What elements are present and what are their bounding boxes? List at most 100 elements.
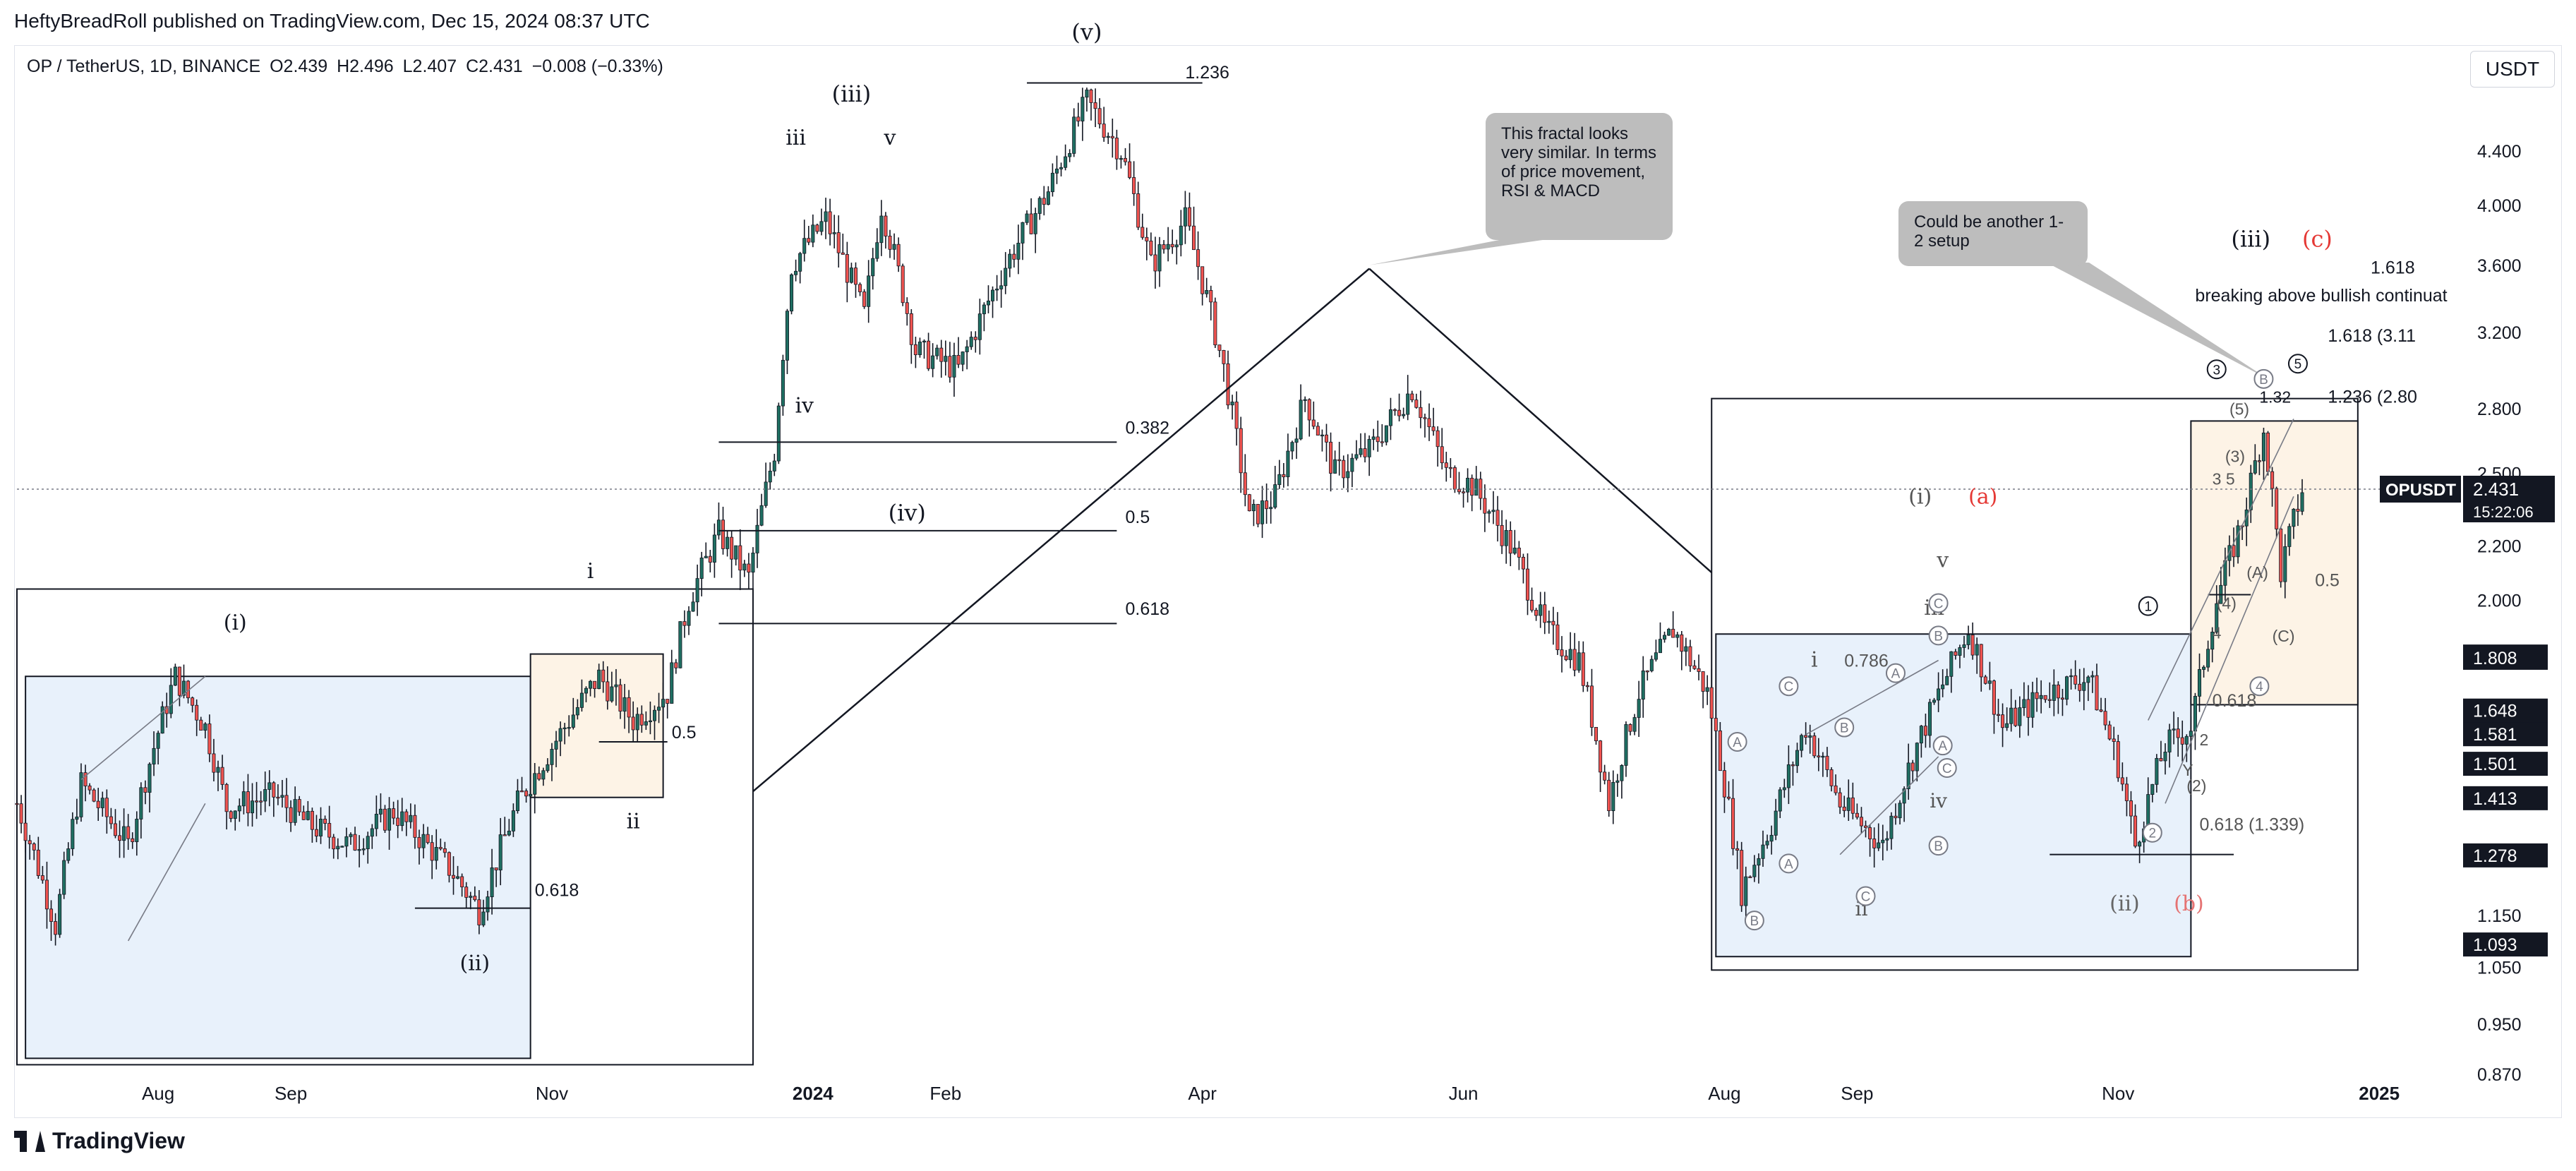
circled-5: 5: [2294, 357, 2302, 372]
candle-up: [1757, 858, 1761, 866]
label-wave_i_p: (i): [224, 611, 247, 635]
candle-up: [1962, 644, 1966, 648]
candle-up: [2064, 676, 2069, 700]
candle-up: [764, 481, 768, 506]
candle-up: [999, 285, 1004, 289]
candle-down: [1954, 651, 1958, 656]
candle-up: [2082, 682, 2086, 691]
candle-up: [62, 860, 66, 895]
circled-b-2-ring: [1834, 717, 1855, 738]
candle-down: [1599, 740, 1603, 773]
candle-down: [1200, 266, 1205, 294]
candle-down: [1042, 198, 1046, 205]
candle-down: [1170, 244, 1174, 248]
candle-up: [2022, 699, 2026, 709]
publish-header: HeftyBreadRoll published on TradingView.…: [14, 10, 650, 32]
candle-up: [387, 808, 392, 831]
candle-up: [2292, 508, 2296, 527]
candle-down: [284, 795, 289, 808]
candle-down: [1427, 418, 1431, 428]
candle-down: [2056, 684, 2060, 699]
candle-down: [92, 789, 96, 802]
candle-down: [1226, 363, 1230, 406]
candle-up: [1637, 699, 1641, 718]
x-tick-label: 2024: [793, 1083, 833, 1104]
candle-up: [1367, 439, 1371, 457]
circled-b-3: B: [1934, 629, 1943, 644]
candle-up: [1987, 680, 1992, 684]
candle-down: [276, 796, 280, 799]
candle-down: [2257, 460, 2261, 462]
candle-down: [1191, 225, 1196, 251]
candle-down: [1012, 253, 1016, 260]
candle-down: [1316, 426, 1320, 436]
candle-up: [1474, 479, 1479, 496]
candle-up: [1406, 393, 1410, 415]
candle-up: [755, 524, 759, 553]
candle-up: [1937, 688, 1941, 701]
candle-up: [486, 896, 490, 913]
candle-down: [143, 787, 148, 793]
candle-up: [977, 313, 982, 340]
candle-down: [88, 786, 92, 791]
candle-up: [1881, 839, 1885, 843]
candle-down: [54, 921, 58, 935]
candle-up: [1166, 244, 1170, 250]
candle-up: [781, 359, 785, 407]
footer-brand: TradingView: [52, 1128, 185, 1153]
candle-up: [1205, 290, 1209, 294]
candle-up: [1269, 507, 1273, 510]
candle-down: [28, 840, 32, 844]
candle-down: [1688, 646, 1692, 666]
candle-down: [314, 829, 318, 836]
candle-down: [862, 292, 867, 307]
candle-up: [1230, 402, 1234, 406]
label-r_iii_c_b: (c): [2302, 226, 2333, 253]
candle-up: [374, 813, 378, 829]
candle-down: [332, 836, 336, 850]
candle-down: [396, 817, 400, 827]
label-r_3: (3): [2225, 447, 2245, 465]
label-r_n2: 2: [2199, 731, 2208, 749]
candle-down: [1337, 459, 1342, 462]
drawings: [17, 82, 2452, 942]
candle-up: [1072, 116, 1076, 154]
label-r_0786: 0.786: [1844, 651, 1889, 671]
candle-up: [995, 288, 999, 291]
candle-up: [1919, 726, 1923, 744]
circled-b-2: B: [1840, 721, 1849, 736]
candle-up: [1402, 414, 1406, 416]
candle-up: [2223, 560, 2227, 586]
candle-up: [879, 215, 884, 244]
candle-down: [593, 680, 597, 690]
candle-up: [567, 727, 571, 729]
circled-c-1: C: [1784, 680, 1794, 695]
candle-down: [1431, 426, 1436, 431]
candle-down: [1410, 393, 1414, 401]
price-badge-label: 1.278: [2473, 846, 2517, 866]
candle-down: [451, 875, 456, 879]
candle-down: [1628, 724, 1632, 732]
candle-up: [1945, 675, 1949, 685]
circled-c-4: C: [1942, 762, 1952, 776]
circled-b-1: B: [1750, 914, 1759, 929]
candle-up: [2150, 783, 2155, 795]
candle-up: [610, 686, 614, 702]
candle-up: [1054, 168, 1059, 174]
candle-up: [1889, 815, 1894, 839]
candle-up: [378, 808, 383, 815]
candle-down: [2112, 738, 2116, 742]
label-wave_v: v: [884, 126, 896, 150]
circled-a-4-ring: [1932, 735, 1953, 756]
candle-up: [772, 460, 776, 472]
candle-up: [2253, 460, 2257, 474]
ohlc-low: L2.407: [402, 56, 457, 76]
candle-up: [2030, 692, 2035, 718]
candle-up: [687, 611, 691, 626]
candle-down: [1500, 524, 1504, 546]
candle-down: [32, 843, 36, 851]
candle-up: [1927, 702, 1932, 736]
candle-up: [233, 810, 237, 819]
currency-button[interactable]: USDT: [2470, 51, 2555, 88]
